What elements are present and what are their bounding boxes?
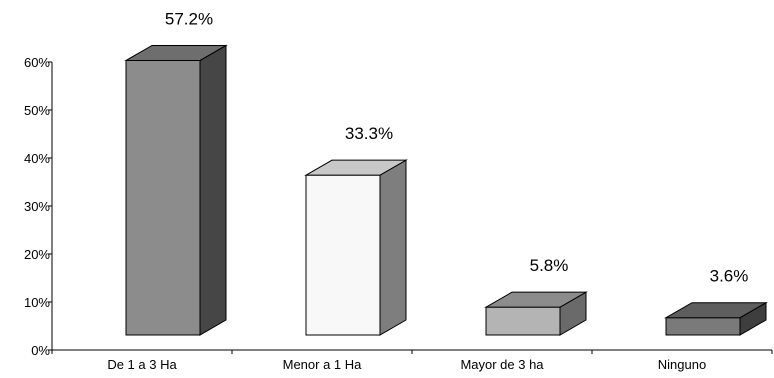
category-label: Ninguno bbox=[658, 357, 706, 372]
y-axis-group: 0% 10% 20% 30% 40% 50% 60% bbox=[24, 55, 773, 358]
bars-group bbox=[124, 44, 768, 336]
labels-group: 57.2% De 1 a 3 Ha 33.3% Menor a 1 Ha 5.8% May… bbox=[107, 9, 748, 372]
bar-front bbox=[665, 317, 741, 336]
bar-side bbox=[379, 159, 407, 336]
bar-top bbox=[664, 302, 768, 319]
y-tick-label: 30% bbox=[24, 199, 50, 214]
y-tick-label: 40% bbox=[24, 151, 50, 166]
bar-front bbox=[305, 174, 381, 336]
category-label: De 1 a 3 Ha bbox=[107, 357, 177, 372]
category-label: Menor a 1 Ha bbox=[283, 357, 363, 372]
bar-top bbox=[484, 291, 588, 308]
data-label: 5.8% bbox=[530, 256, 569, 275]
category-label: Mayor de 3 ha bbox=[460, 357, 544, 372]
y-tick-label: 20% bbox=[24, 247, 50, 262]
bar-front bbox=[485, 306, 561, 336]
y-tick-label: 60% bbox=[24, 55, 50, 70]
bar-front bbox=[125, 59, 201, 336]
bar-top bbox=[124, 44, 228, 61]
bar-top bbox=[304, 159, 408, 176]
data-label: 57.2% bbox=[165, 9, 213, 28]
y-tick-label: 10% bbox=[24, 295, 50, 310]
y-tick-label: 50% bbox=[24, 103, 50, 118]
data-label: 33.3% bbox=[345, 124, 393, 143]
y-tick-label: 0% bbox=[31, 343, 50, 358]
bar-side bbox=[199, 44, 227, 336]
data-label: 3.6% bbox=[710, 267, 749, 286]
